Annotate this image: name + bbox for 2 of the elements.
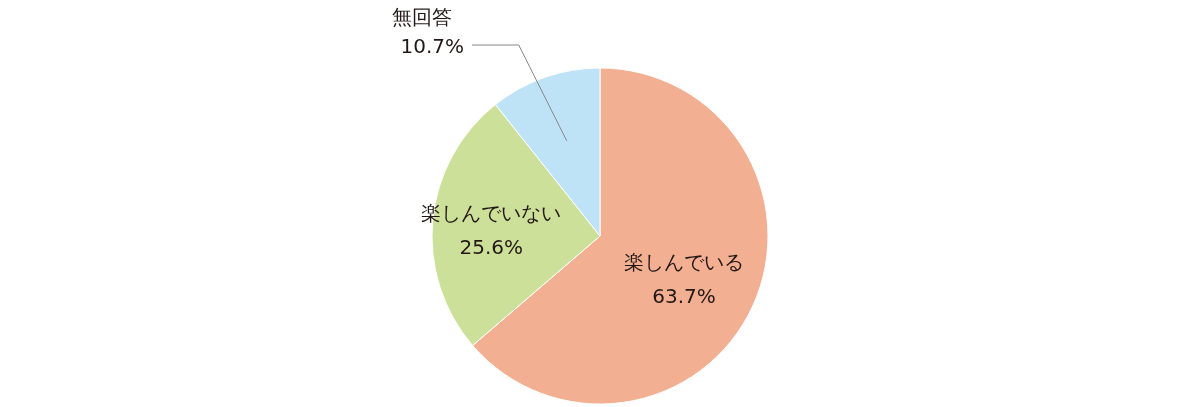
data-label: 10.7% (400, 34, 464, 58)
slice-label: 無回答 (392, 5, 452, 29)
